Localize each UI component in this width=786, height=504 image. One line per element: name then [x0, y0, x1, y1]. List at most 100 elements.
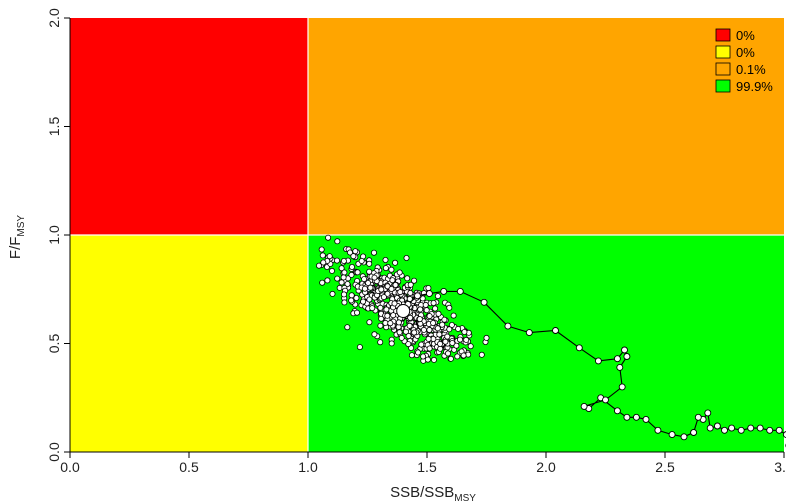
trajectory-point [694, 413, 702, 421]
cloud-point [338, 279, 345, 286]
cloud-point [341, 299, 348, 306]
trajectory-point [623, 413, 631, 421]
uncertainty-cloud [315, 234, 490, 364]
trajectory-point [575, 344, 583, 352]
cloud-point [377, 322, 384, 329]
cloud-point [430, 356, 437, 363]
cloud-point [318, 246, 325, 253]
trajectory-point [668, 431, 676, 439]
cloud-point [382, 256, 389, 263]
trajectory-point [642, 415, 650, 423]
trajectory-point [623, 353, 631, 360]
x-tick-label: 2.5 [655, 459, 675, 475]
cloud-point [353, 309, 360, 316]
cloud-point [361, 276, 368, 283]
cloud-point [407, 289, 414, 296]
legend-swatch [715, 45, 731, 59]
cloud-point [406, 322, 413, 329]
cloud-point [453, 342, 460, 349]
trajectory-point [613, 355, 621, 363]
cloud-point [430, 299, 437, 306]
cloud-point [425, 335, 432, 342]
cloud-point [384, 312, 391, 319]
x-tick-label: 0.5 [179, 459, 199, 475]
cloud-point [344, 324, 351, 331]
y-tick-label: 1.5 [46, 117, 62, 137]
x-axis-title: SSB/SSBMSY [390, 484, 476, 504]
trajectory-point [721, 426, 728, 434]
x-tick-label: 1.5 [417, 459, 437, 475]
legend-swatch [715, 28, 731, 42]
y-tick-label: 0.5 [46, 334, 62, 354]
cloud-point [447, 355, 454, 362]
cloud-point [346, 249, 353, 256]
cloud-point [348, 263, 355, 270]
cloud-point [348, 292, 355, 299]
cloud-point [415, 349, 422, 356]
cloud-point [416, 316, 423, 323]
cloud-point [334, 275, 341, 282]
cloud-point [388, 340, 395, 347]
cloud-point [432, 305, 439, 312]
cloud-point [391, 300, 398, 307]
cloud-point [366, 296, 373, 303]
y-tick-label: 1.0 [46, 225, 62, 245]
legend-label: 0% [736, 45, 755, 60]
legend: 0% 0% 0.1% 99.9% [715, 28, 773, 94]
cloud-point [434, 325, 441, 332]
cloud-point [408, 352, 415, 359]
cloud-point [340, 257, 347, 264]
cloud-point [348, 271, 355, 278]
cloud-point [460, 352, 467, 359]
cloud-point [370, 249, 377, 256]
cloud-point [442, 338, 449, 345]
cloud-point [430, 319, 437, 326]
cloud-point [397, 289, 404, 296]
cloud-point [398, 334, 405, 341]
cloud-point [444, 350, 451, 357]
cloud-point [390, 312, 397, 319]
cloud-point [423, 307, 430, 314]
cloud-point [382, 265, 389, 272]
trajectory-point [504, 322, 512, 330]
cloud-point [478, 351, 485, 358]
trajectory-point [713, 422, 721, 430]
legend-swatch [715, 79, 731, 93]
cloud-point [360, 298, 367, 305]
trajectory-point [414, 292, 421, 300]
cloud-point [402, 328, 409, 335]
cloud-point [405, 341, 412, 348]
trajectory-point [775, 426, 783, 434]
trajectory-point [480, 298, 488, 306]
trajectory-point [618, 383, 626, 391]
trajectory-point [602, 396, 609, 404]
trajectory-point [594, 357, 602, 365]
cloud-point [437, 345, 444, 352]
cloud-point [426, 326, 433, 333]
cloud-point [446, 304, 453, 311]
x-tick-label: 2.0 [536, 459, 556, 475]
y-tick-label: 0.0 [46, 442, 62, 462]
cloud-point [354, 269, 361, 276]
cloud-point [441, 316, 448, 323]
cloud-point [449, 339, 456, 346]
cloud-point [350, 253, 357, 260]
trajectory-point [680, 433, 688, 441]
cloud-point [418, 341, 425, 348]
cloud-point [404, 275, 411, 282]
trajectory-point [552, 327, 559, 334]
cloud-point [319, 279, 326, 286]
cloud-point [411, 329, 418, 336]
cloud-point [407, 281, 414, 288]
cloud-point [446, 326, 453, 333]
cloud-point [326, 253, 333, 260]
cloud-point [384, 290, 391, 297]
cloud-point [344, 280, 351, 287]
cloud-point [403, 254, 410, 261]
x-axis: 0.0 0.5 1.0 1.5 2.0 2.5 3.0 [60, 451, 786, 475]
cloud-point [396, 329, 403, 336]
cloud-point [377, 304, 384, 311]
cloud-point [356, 344, 363, 351]
cloud-point [367, 284, 374, 291]
